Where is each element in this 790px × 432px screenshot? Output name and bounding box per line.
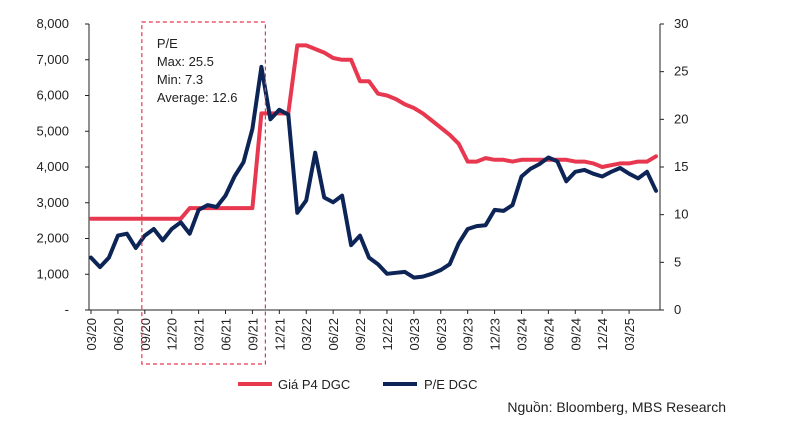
x-tick-label: 09/23 bbox=[461, 318, 476, 351]
x-tick-label: 03/23 bbox=[407, 318, 422, 351]
left-tick-label: 2,000 bbox=[36, 231, 69, 246]
x-tick-label: 09/22 bbox=[353, 318, 368, 351]
left-tick-label: 1,000 bbox=[36, 266, 69, 281]
series-line-pe bbox=[89, 64, 658, 280]
right-tick-label: 5 bbox=[674, 254, 681, 269]
annotation-max: Max: 25.5 bbox=[157, 54, 214, 69]
x-tick-label: 09/20 bbox=[138, 318, 153, 351]
x-tick-label: 03/21 bbox=[192, 318, 207, 351]
x-tick-label: 06/22 bbox=[326, 318, 341, 351]
x-tick-label: 09/24 bbox=[568, 318, 583, 351]
x-tick-label: 03/22 bbox=[299, 318, 314, 351]
right-tick-label: 25 bbox=[674, 64, 688, 79]
series-line-price bbox=[89, 43, 658, 221]
x-tick-label: 03/20 bbox=[84, 318, 99, 351]
source-note: Nguồn: Bloomberg, MBS Research bbox=[507, 399, 726, 415]
right-tick-label: 10 bbox=[674, 207, 688, 222]
legend-label-pe: P/E DGC bbox=[424, 377, 477, 392]
left-tick-label: 6,000 bbox=[36, 88, 69, 103]
x-tick-label: 12/24 bbox=[595, 318, 610, 351]
x-tick-label: 06/21 bbox=[219, 318, 234, 351]
legend-label-price: Giá P4 DGC bbox=[278, 377, 350, 392]
x-tick-label: 03/25 bbox=[622, 318, 637, 351]
axes: - 1,000 2,000 3,000 4,000 5,000 6,000 7,000 8,00… bbox=[36, 16, 688, 351]
left-tick-label: 4,000 bbox=[36, 159, 69, 174]
highlight-box bbox=[141, 21, 266, 365]
series-lines bbox=[89, 43, 658, 280]
left-tick-label: - bbox=[65, 302, 69, 317]
left-tick-label: 3,000 bbox=[36, 195, 69, 210]
x-tick-label: 12/20 bbox=[165, 318, 180, 351]
x-tick-label: 06/23 bbox=[434, 318, 449, 351]
right-tick-label: 15 bbox=[674, 159, 688, 174]
x-tick-label: 12/22 bbox=[380, 318, 395, 351]
x-tick-label: 03/24 bbox=[514, 318, 529, 351]
x-tick-label: 12/21 bbox=[272, 318, 287, 351]
left-tick-label: 5,000 bbox=[36, 123, 69, 138]
annotation-title: P/E bbox=[157, 36, 178, 51]
x-tick-label: 12/23 bbox=[488, 318, 503, 351]
pe-annotation: P/E Max: 25.5 Min: 7.3 Average: 12.6 bbox=[141, 21, 266, 365]
x-tick-label: 09/21 bbox=[245, 318, 260, 351]
annotation-average: Average: 12.6 bbox=[157, 90, 238, 105]
right-tick-label: 20 bbox=[674, 111, 688, 126]
x-tick-label: 06/24 bbox=[541, 318, 556, 351]
right-tick-label: 30 bbox=[674, 16, 688, 31]
left-tick-label: 8,000 bbox=[36, 16, 69, 31]
x-tick-label: 06/20 bbox=[111, 318, 126, 351]
legend: Giá P4 DGC P/E DGC bbox=[238, 377, 477, 392]
annotation-min: Min: 7.3 bbox=[157, 72, 203, 87]
left-tick-label: 7,000 bbox=[36, 52, 69, 67]
right-tick-label: 0 bbox=[674, 302, 681, 317]
